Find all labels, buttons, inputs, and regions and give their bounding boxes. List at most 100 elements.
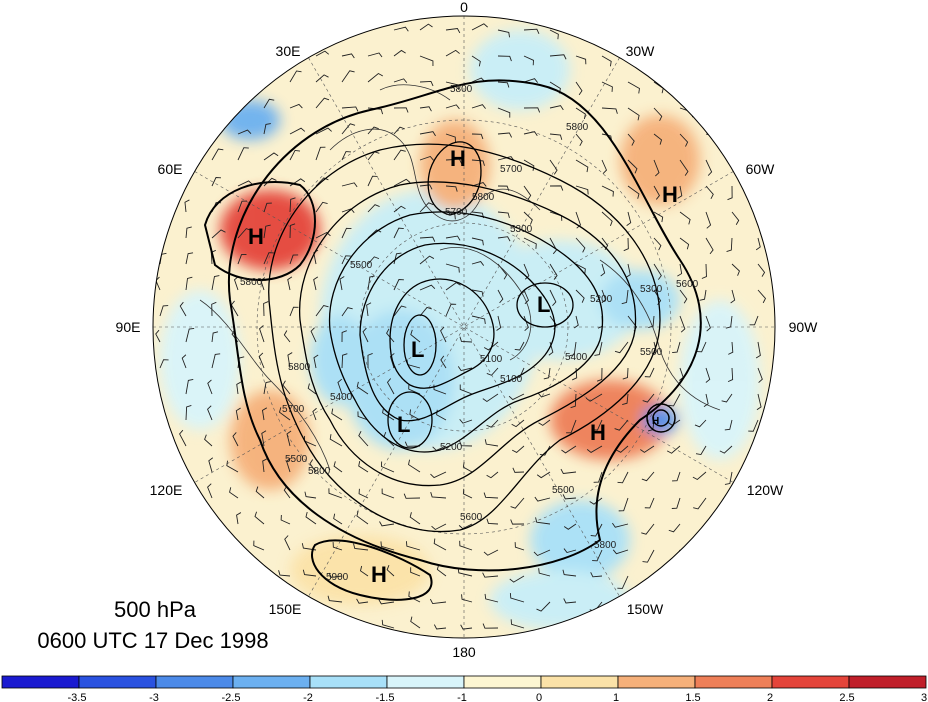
wind-barb: [236, 512, 242, 525]
wind-barb: [705, 211, 712, 229]
wind-barb: [543, 367, 551, 380]
wind-barb: [353, 543, 369, 551]
lon-label-60e: 60E: [158, 161, 183, 177]
wind-barb: [386, 378, 395, 395]
wind-barb: [211, 301, 217, 317]
wind-barb: [258, 352, 265, 369]
wind-barb: [679, 237, 690, 250]
wind-barb: [433, 624, 447, 630]
wind-barb: [536, 601, 551, 612]
wind-barb: [312, 407, 317, 421]
valid-time-label: 0600 UTC 17 Dec 1998: [37, 628, 268, 653]
wind-barb: [430, 471, 447, 479]
wind-barb: [523, 185, 532, 200]
wind-barb: [622, 393, 629, 405]
wind-barb: [703, 393, 709, 407]
wind-barb: [328, 572, 343, 578]
wind-barb: [207, 405, 213, 421]
wind-barb: [403, 493, 421, 499]
wind-barb: [511, 445, 525, 453]
wind-barb: [393, 205, 406, 213]
wind-barb: [315, 177, 329, 187]
high-pressure-center: H: [248, 224, 264, 249]
colorbar-tick-label: -1.5: [376, 692, 395, 702]
wind-barb: [537, 392, 551, 398]
wind-barb: [207, 483, 213, 499]
wind-barb: [159, 359, 169, 369]
wind-barb: [575, 237, 586, 253]
wind-barb: [333, 513, 343, 525]
wind-barb: [627, 107, 640, 121]
wind-barb: [549, 133, 563, 140]
wind-barb: [235, 407, 241, 421]
contour-label: 5500: [552, 485, 575, 496]
wind-barb: [561, 445, 577, 454]
contour-label: 5400: [565, 352, 588, 363]
wind-barb: [393, 279, 404, 291]
wind-barb: [510, 519, 525, 525]
wind-barb: [445, 49, 460, 57]
wind-barb: [459, 440, 473, 447]
wind-barb: [592, 419, 603, 431]
wind-barb: [508, 393, 525, 401]
wind-barb: [728, 341, 734, 355]
wind-barb: [621, 289, 629, 305]
wind-barb: [497, 289, 504, 304]
wind-barb: [367, 107, 384, 115]
wind-barb: [575, 81, 583, 96]
wind-barb: [185, 226, 192, 239]
wind-barb: [523, 315, 529, 332]
wind-barb: [381, 488, 395, 499]
wind-barb: [622, 367, 629, 380]
wind-barb: [367, 175, 378, 187]
wind-barb: [341, 70, 355, 83]
wind-barb: [431, 523, 447, 531]
colorbar-tick-label: 1: [613, 692, 619, 702]
contour-label: 5700: [282, 404, 305, 415]
wind-barb: [471, 315, 486, 325]
wind-barb: [315, 127, 332, 135]
wind-barb: [445, 282, 461, 291]
wind-barb: [367, 204, 380, 213]
wind-barb: [641, 471, 655, 482]
wind-barb: [533, 549, 551, 557]
wind-barb: [362, 327, 369, 343]
wind-barb: [315, 231, 331, 239]
wind-barb: [356, 598, 369, 604]
wind-barb: [617, 575, 629, 589]
wind-barb: [614, 341, 629, 354]
wind-barb: [356, 381, 369, 395]
wind-barb: [284, 535, 291, 551]
wind-barb: [705, 185, 714, 200]
wind-barb: [601, 185, 614, 197]
wind-barb: [315, 97, 330, 109]
wind-barb: [514, 542, 525, 551]
wind-barb: [726, 237, 733, 253]
wind-barb: [382, 407, 395, 421]
wind-barb: [705, 315, 711, 332]
contour-label: 5800: [594, 540, 617, 551]
wind-barb: [409, 512, 421, 525]
contour-labels: 5800 5800 5700 5700 5300 5500 5800 5200 …: [240, 84, 699, 583]
wind-barb: [429, 598, 447, 605]
colorbar-tick-label: -3: [149, 692, 159, 702]
wind-barb: [563, 598, 577, 604]
wind-barb: [523, 28, 540, 34]
lon-label-90e: 90E: [116, 319, 141, 335]
wind-barb: [419, 184, 433, 190]
wind-barb: [339, 276, 345, 291]
wind-barb: [563, 548, 577, 554]
wind-barb: [677, 263, 683, 277]
wind-barb: [725, 315, 733, 329]
contour-label: 5100: [480, 354, 503, 365]
wind-barb: [484, 439, 499, 447]
wind-barb: [358, 488, 369, 499]
wind-barb: [181, 354, 187, 369]
wind-barb: [359, 565, 369, 577]
wind-barb: [672, 341, 681, 353]
wind-barb: [229, 487, 239, 499]
wind-barb: [380, 461, 395, 473]
lon-label-30w: 30W: [626, 43, 656, 59]
wind-barb: [471, 23, 488, 31]
wind-barb: [523, 289, 530, 305]
